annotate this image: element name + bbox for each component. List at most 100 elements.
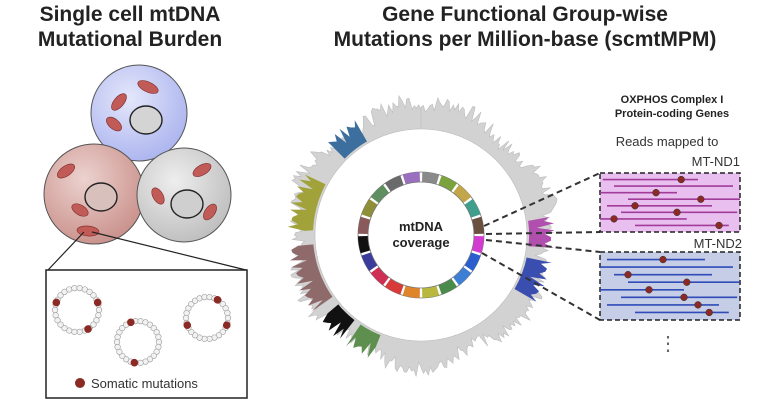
coverage-highlight xyxy=(328,120,367,159)
mitochondrion xyxy=(203,203,217,221)
mitochondrion xyxy=(151,187,165,205)
mitochondrion xyxy=(71,203,89,217)
mtdna-bead xyxy=(113,338,121,346)
gene-segment xyxy=(422,285,440,298)
read-mutation-dot xyxy=(645,286,653,294)
legend-mutation-dot xyxy=(75,378,85,388)
mtdna-bead xyxy=(93,317,100,324)
read-mutation-dot xyxy=(631,202,639,210)
nd2-reads-box xyxy=(599,251,741,321)
reads-label: Reads mapped to xyxy=(616,134,719,149)
gene-segment xyxy=(402,285,420,298)
nd1-reads-box xyxy=(599,172,741,233)
left-title-line1: Single cell mtDNA xyxy=(39,3,221,26)
read-mutation-dot xyxy=(694,301,702,309)
center-label-line2: coverage xyxy=(392,235,449,250)
mtdna-bead xyxy=(66,286,73,293)
mtdna-bead xyxy=(153,348,160,355)
read-mutation-dot xyxy=(652,189,660,197)
mtdna-bead xyxy=(90,292,97,299)
mtdna-bead xyxy=(76,285,83,292)
somatic-mutation-dot xyxy=(127,318,135,327)
somatic-mutation-dot xyxy=(93,298,102,307)
coverage-highlight xyxy=(346,324,381,358)
mtdna-genome-rings xyxy=(51,285,232,367)
mtdna-bead xyxy=(66,327,73,334)
read-mutation-dot xyxy=(697,195,705,203)
read-mutation-dot xyxy=(659,255,667,264)
gene-segment xyxy=(438,175,458,192)
gene-segment xyxy=(370,267,389,286)
legend-label: Somatic mutations xyxy=(91,376,198,391)
coverage-track xyxy=(289,94,558,377)
read-mutation-dot xyxy=(673,208,681,216)
read-mutation-dot xyxy=(683,278,691,286)
gene-segment xyxy=(471,216,484,234)
gene-segment xyxy=(464,252,481,272)
somatic-mutation-dot xyxy=(52,298,61,307)
gene-label-nd1: MT-ND1 xyxy=(692,154,740,169)
mtdna-bead xyxy=(57,321,64,328)
mitochondrion xyxy=(106,116,122,132)
mtdna-bead xyxy=(206,335,213,342)
somatic-mutation-dot xyxy=(84,325,92,333)
zoom-line-left xyxy=(47,231,85,271)
zoom-line-right xyxy=(91,231,247,271)
gene-segment xyxy=(422,172,440,185)
gene-segment xyxy=(361,198,378,218)
mtdna-bead xyxy=(61,288,68,295)
right-panel-title: Gene Functional Group-wise Mutations per… xyxy=(290,2,760,52)
gene-segment xyxy=(358,216,371,234)
mtdna-bead xyxy=(185,305,192,312)
mtdna-bead xyxy=(116,329,123,336)
coverage-highlight xyxy=(287,174,326,231)
gene-segment xyxy=(384,278,404,295)
mtdna-bead xyxy=(57,292,64,299)
mtdna-bead xyxy=(81,286,88,293)
gene-segment xyxy=(453,267,472,286)
mtdna-bead xyxy=(219,300,226,308)
genome-map-outer xyxy=(357,171,485,299)
gene-segment xyxy=(438,278,458,295)
mtdna-bead xyxy=(224,314,232,322)
genome-map-inner xyxy=(367,181,475,289)
mtdna-bead xyxy=(71,328,78,335)
read-mutation-dot xyxy=(715,221,723,230)
mitochondrion xyxy=(137,80,159,94)
gene-segment xyxy=(384,175,404,192)
gene-segment xyxy=(361,252,378,272)
mtdna-bead xyxy=(71,285,78,292)
coverage-highlight xyxy=(290,244,333,312)
read-mutation-dot xyxy=(610,215,618,223)
mtdna-bead xyxy=(188,328,195,336)
somatic-mutation-dot xyxy=(183,321,192,329)
mitochondrion xyxy=(192,163,212,177)
somatic-mutation-dot xyxy=(222,321,231,329)
read-mutation-dot xyxy=(677,175,685,184)
mtdna-bead xyxy=(155,338,163,346)
mtdna-bead xyxy=(61,325,68,332)
right-title-line2: Mutations per Million-base (scmtMPM) xyxy=(333,28,717,51)
somatic-mutation-dot xyxy=(213,296,222,304)
mtdna-bead xyxy=(155,333,162,341)
dashed-connectors xyxy=(481,172,601,321)
right-title-line1: Gene Functional Group-wise xyxy=(382,3,668,26)
gene-segment xyxy=(402,172,420,185)
left-title-line2: Mutational Burden xyxy=(37,28,223,51)
mtdna-bead xyxy=(76,328,83,335)
nd2-reads xyxy=(600,255,740,317)
read-mutation-dot xyxy=(624,271,632,279)
gene-segment xyxy=(358,236,371,254)
genome-gene-ring xyxy=(358,172,484,298)
mtdna-bead xyxy=(86,288,93,295)
cell-blue xyxy=(90,64,188,162)
center-label-line1: mtDNA xyxy=(399,219,444,234)
gene-segment xyxy=(453,184,472,203)
mtdna-bead xyxy=(114,343,121,351)
mtdna-bead xyxy=(90,321,97,328)
mtdna-bead xyxy=(201,294,208,301)
gene-label-nd2: MT-ND2 xyxy=(694,236,742,251)
group-title-line1: OXPHOS Complex I xyxy=(621,94,724,106)
coverage-highlight xyxy=(322,304,355,339)
